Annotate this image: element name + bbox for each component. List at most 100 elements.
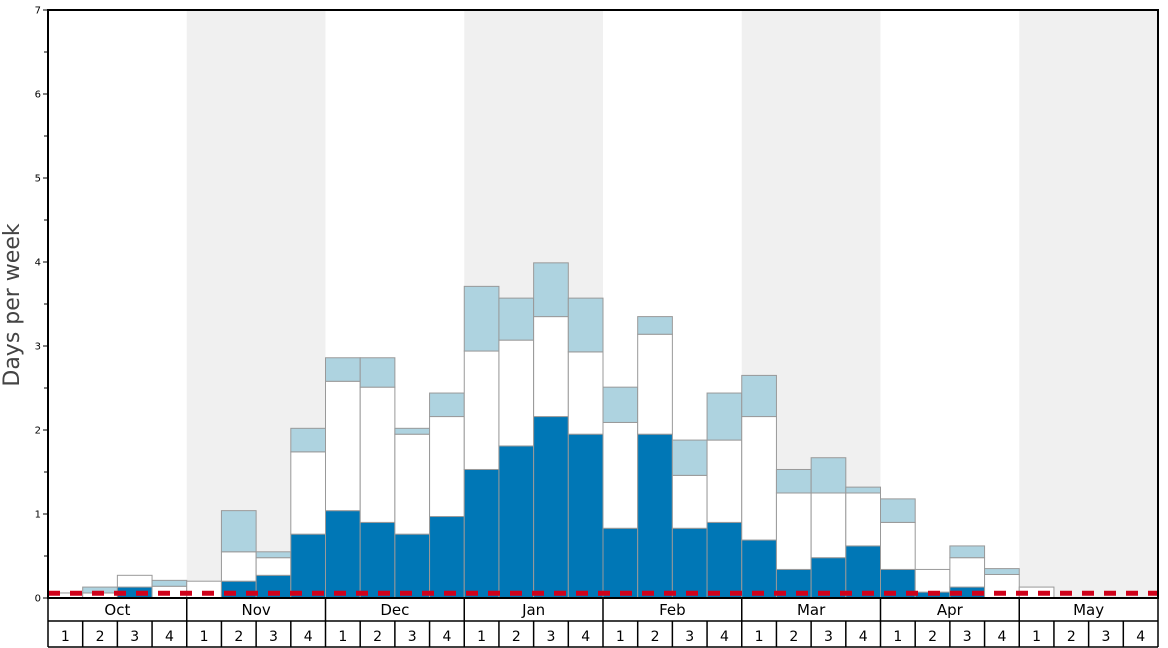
bar-mid [706,439,743,523]
bar-mid [498,339,535,447]
week-label: 2 [96,629,105,645]
bar-dark [325,510,361,599]
week-label: 3 [685,629,694,645]
week-label: 3 [1102,629,1111,645]
bar-dark [671,527,708,599]
bar-light [220,510,257,553]
bar-light [845,486,881,494]
bar-mid [637,333,673,435]
month-label-dec: Dec [380,601,409,619]
bar-light [429,392,465,418]
bar-light [706,392,743,441]
bar-mid [810,492,847,559]
week-label: 2 [234,629,243,645]
bar-light [602,386,639,423]
bar-dark [706,521,743,599]
week-label: 3 [130,629,139,645]
bar-mid [845,492,881,547]
bar-mid [290,451,326,535]
bar-mid [949,557,986,588]
y-tick-label: 3 [35,342,41,353]
month-shade-may [1019,10,1158,598]
y-tick-label: 7 [35,6,41,17]
bar-mid [325,380,361,512]
bar-light [671,439,708,476]
month-label-mar: Mar [797,601,826,619]
bar-dark [637,433,673,599]
bar-light [775,468,812,494]
bar-mid [602,421,639,529]
bar-light [880,498,916,523]
week-label: 1 [338,629,347,645]
bar-light [394,427,431,435]
week-label: 4 [997,629,1006,645]
bar-mid [116,574,153,588]
bar-mid [914,568,951,593]
bar-dark [290,533,326,599]
y-tick-label: 0 [35,594,41,605]
week-label: 1 [1032,629,1041,645]
bar-light [984,568,1020,575]
bar-dark [429,516,465,599]
bar-dark [845,545,881,599]
y-axis-label: Days per week [0,223,25,386]
week-label: 1 [477,629,486,645]
bar-light [498,297,535,341]
bar-mid [394,433,431,535]
week-label: 2 [651,629,660,645]
bar-mid [533,316,569,418]
y-axis: 0 1 2 3 4 5 6 7 [35,6,48,605]
week-label: 4 [165,629,174,645]
week-label: 3 [408,629,417,645]
y-tick-label: 6 [35,90,41,101]
bar-light [151,579,188,587]
bar-light [463,285,500,352]
bar-dark [394,533,431,599]
week-label: 3 [963,629,972,645]
bar-mid [463,350,500,470]
bar-light [359,357,396,388]
week-label: 4 [859,629,868,645]
bar-dark [498,445,535,599]
month-label-feb: Feb [659,601,686,619]
month-label-jan: Jan [521,601,545,619]
bars [47,262,1055,599]
bar-mid [255,557,292,576]
bar-light [810,457,847,494]
x-axis: Oct Nov Dec Jan Feb Mar Apr May 1 2 3 4 1 2 3 4 1 2 3 4 1 2 3 4… [47,598,1159,648]
week-label: 1 [616,629,625,645]
week-label: 4 [1136,629,1145,645]
week-label: 4 [442,629,451,645]
month-label-may: May [1073,601,1104,619]
week-label: 2 [373,629,382,645]
week-label: 1 [755,629,764,645]
week-label: 4 [720,629,729,645]
bar-dark [741,539,777,599]
bar-dark [463,468,500,599]
week-label: 2 [1067,629,1076,645]
bar-light [533,262,569,318]
week-label: 3 [824,629,833,645]
bar-light [741,374,777,418]
month-label-nov: Nov [241,601,270,619]
week-label: 3 [269,629,278,645]
bar-light [290,427,326,453]
bar-dark [359,521,396,599]
bar-mid [220,551,257,582]
y-tick-label: 2 [35,426,41,437]
bar-mid [775,492,812,570]
month-label-oct: Oct [104,601,130,619]
bar-mid [567,351,604,435]
y-tick-label: 1 [35,510,41,521]
week-label: 2 [512,629,521,645]
week-label: 2 [928,629,937,645]
bar-mid [671,474,708,529]
bar-light [325,357,361,382]
week-label: 1 [61,629,70,645]
bar-dark [567,433,604,599]
week-label: 4 [304,629,313,645]
bar-light [637,316,673,335]
bar-light [949,545,986,559]
month-label-apr: Apr [937,601,964,619]
